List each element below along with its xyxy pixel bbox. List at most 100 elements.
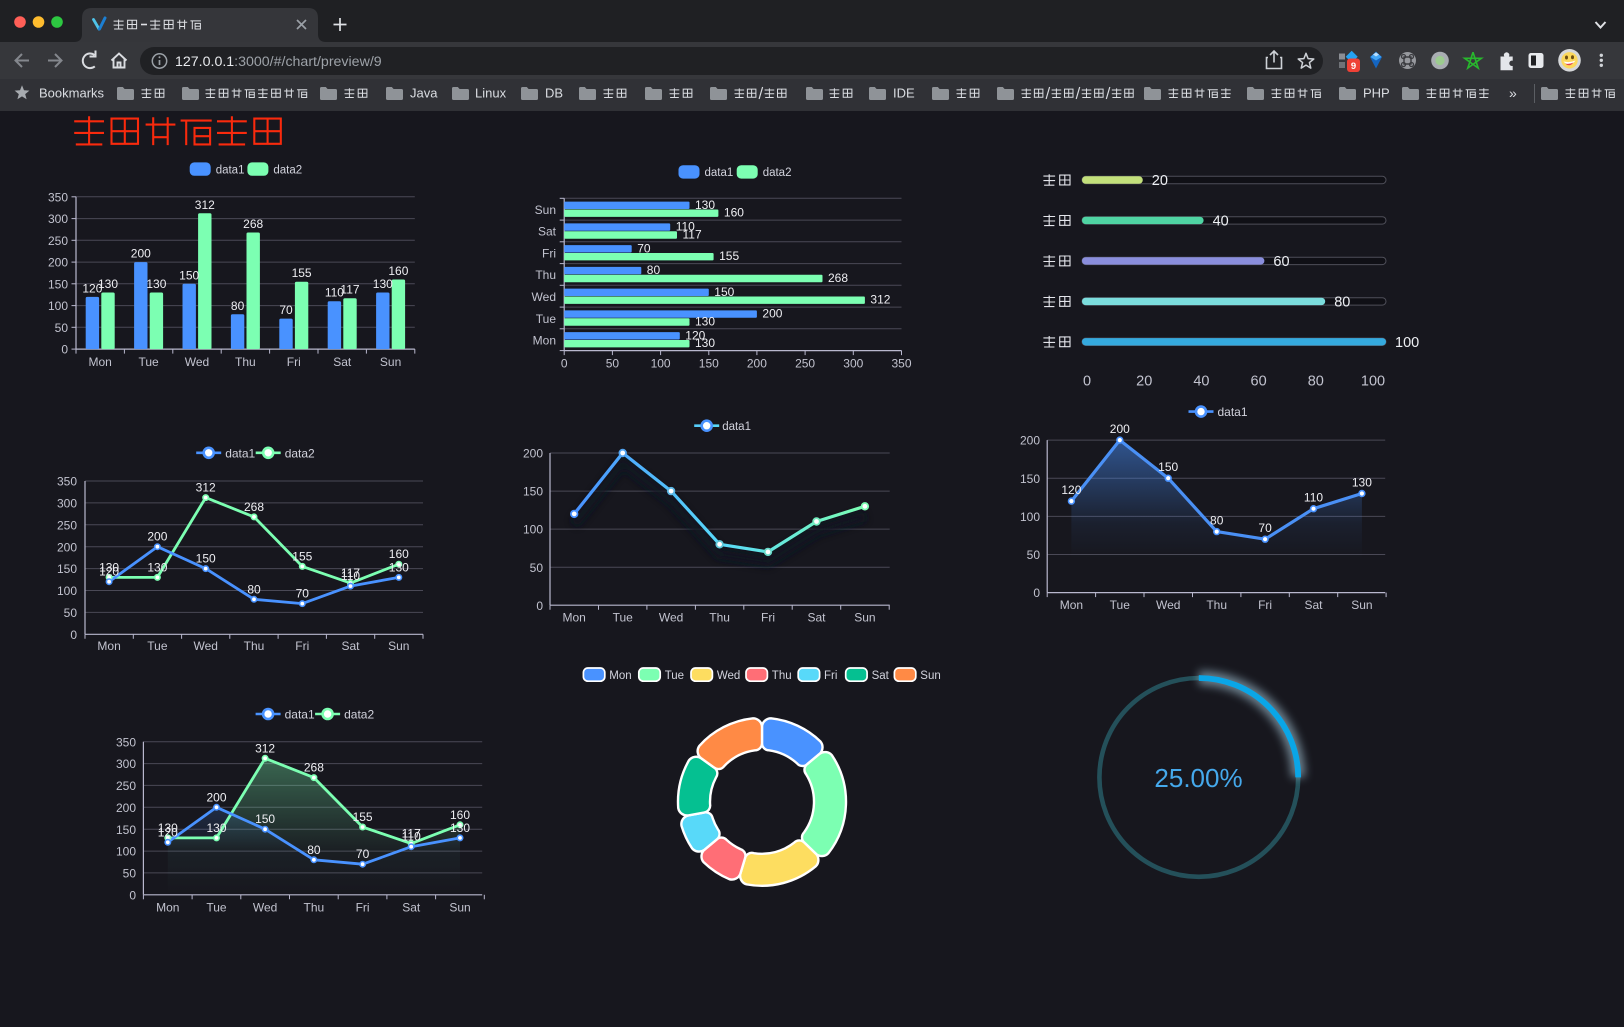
svg-text:100: 100 xyxy=(1020,510,1040,524)
svg-text:100: 100 xyxy=(651,356,671,370)
svg-text:Sat: Sat xyxy=(538,225,557,239)
svg-text:Tue: Tue xyxy=(147,639,168,653)
svg-text:Sat: Sat xyxy=(402,901,421,915)
svg-text:110: 110 xyxy=(402,830,421,844)
svg-text:Fri: Fri xyxy=(287,355,301,369)
svg-text:Fri: Fri xyxy=(295,639,309,653)
svg-text:70: 70 xyxy=(356,847,370,861)
svg-text:300: 300 xyxy=(48,212,68,226)
svg-text:150: 150 xyxy=(523,485,543,499)
svg-text:Sat: Sat xyxy=(807,610,826,624)
svg-text:Wed: Wed xyxy=(532,290,556,304)
svg-text:Fri: Fri xyxy=(542,247,556,261)
svg-text:268: 268 xyxy=(243,217,263,231)
svg-text:50: 50 xyxy=(530,561,544,575)
svg-text:130: 130 xyxy=(1352,476,1372,490)
svg-text:60: 60 xyxy=(1273,254,1289,270)
svg-text:0: 0 xyxy=(61,343,68,357)
svg-text:80: 80 xyxy=(247,582,261,596)
svg-text:200: 200 xyxy=(48,256,68,270)
svg-text:Wed: Wed xyxy=(193,639,217,653)
svg-text:312: 312 xyxy=(195,198,215,212)
svg-text:IDE: IDE xyxy=(893,86,915,101)
svg-text:80: 80 xyxy=(231,299,245,313)
svg-text:Mon: Mon xyxy=(533,334,556,348)
svg-text:200: 200 xyxy=(147,530,167,544)
svg-text:Tue: Tue xyxy=(613,610,634,624)
svg-text:150: 150 xyxy=(699,356,719,370)
svg-text:Thu: Thu xyxy=(304,901,325,915)
svg-text:Tue: Tue xyxy=(536,312,557,326)
svg-text:120: 120 xyxy=(82,281,102,295)
svg-text:110: 110 xyxy=(1304,491,1323,505)
svg-text:0: 0 xyxy=(561,356,568,370)
svg-text:130: 130 xyxy=(206,821,226,835)
svg-text:100: 100 xyxy=(523,523,543,537)
svg-text:Tue: Tue xyxy=(665,670,684,682)
svg-text:350: 350 xyxy=(48,190,68,204)
svg-text:0: 0 xyxy=(536,599,543,613)
svg-text:25.00%: 25.00% xyxy=(1154,763,1242,793)
svg-text:Tue: Tue xyxy=(138,355,159,369)
svg-text:»: » xyxy=(1509,85,1517,101)
svg-text:150: 150 xyxy=(255,812,275,826)
svg-text:Wed: Wed xyxy=(185,355,209,369)
svg-text:200: 200 xyxy=(523,447,543,461)
svg-text:155: 155 xyxy=(292,549,312,563)
svg-text:200: 200 xyxy=(206,790,226,804)
svg-text:0: 0 xyxy=(70,628,77,642)
svg-text:70: 70 xyxy=(296,587,310,601)
svg-text:130: 130 xyxy=(450,821,470,835)
svg-text:Thu: Thu xyxy=(709,610,730,624)
svg-text:Tue: Tue xyxy=(206,901,227,915)
svg-text:20: 20 xyxy=(1152,173,1168,189)
svg-text:data2: data2 xyxy=(273,164,302,176)
svg-text:80: 80 xyxy=(307,843,321,857)
svg-text:Fri: Fri xyxy=(761,610,775,624)
svg-text:70: 70 xyxy=(637,241,651,255)
svg-text:Sun: Sun xyxy=(380,355,401,369)
svg-text:150: 150 xyxy=(1020,472,1040,486)
svg-text:Fri: Fri xyxy=(824,670,837,682)
svg-text:300: 300 xyxy=(116,757,136,771)
svg-text:150: 150 xyxy=(1158,460,1178,474)
svg-text:160: 160 xyxy=(388,264,408,278)
svg-text:Thu: Thu xyxy=(772,670,792,682)
svg-text:110: 110 xyxy=(676,220,695,234)
svg-text:268: 268 xyxy=(244,500,264,514)
svg-text:100: 100 xyxy=(1395,335,1419,351)
svg-text:250: 250 xyxy=(48,234,68,248)
svg-text:300: 300 xyxy=(843,356,863,370)
svg-text:130: 130 xyxy=(373,277,393,291)
svg-text:120: 120 xyxy=(1061,483,1081,497)
svg-text:Thu: Thu xyxy=(1206,598,1227,612)
svg-text:Sun: Sun xyxy=(920,670,940,682)
svg-text:117: 117 xyxy=(402,827,421,841)
svg-text:150: 150 xyxy=(179,268,199,282)
svg-text:Mon: Mon xyxy=(1060,598,1083,612)
svg-text:0: 0 xyxy=(1083,374,1091,390)
svg-text:120: 120 xyxy=(158,825,178,839)
svg-text:50: 50 xyxy=(55,321,69,335)
svg-text:data1: data1 xyxy=(225,446,255,460)
svg-text:Sat: Sat xyxy=(872,670,890,682)
svg-text:50: 50 xyxy=(123,867,137,881)
svg-text:Sat: Sat xyxy=(333,355,352,369)
svg-text:9: 9 xyxy=(1351,61,1356,72)
svg-text:Sun: Sun xyxy=(388,639,409,653)
svg-text:Sat: Sat xyxy=(341,639,360,653)
svg-text:130: 130 xyxy=(695,336,715,350)
svg-text:40: 40 xyxy=(1193,374,1209,390)
svg-text:Wed: Wed xyxy=(717,670,740,682)
svg-text:data1: data1 xyxy=(216,164,245,176)
svg-text:Wed: Wed xyxy=(253,901,277,915)
svg-text:268: 268 xyxy=(304,761,324,775)
svg-text:Linux: Linux xyxy=(475,86,507,101)
svg-text:120: 120 xyxy=(685,328,705,342)
svg-text:150: 150 xyxy=(196,552,216,566)
svg-text:Mon: Mon xyxy=(89,355,112,369)
svg-text:200: 200 xyxy=(57,540,77,554)
svg-text:80: 80 xyxy=(1210,514,1224,528)
svg-text:350: 350 xyxy=(57,475,77,489)
svg-text:50: 50 xyxy=(1027,548,1041,562)
